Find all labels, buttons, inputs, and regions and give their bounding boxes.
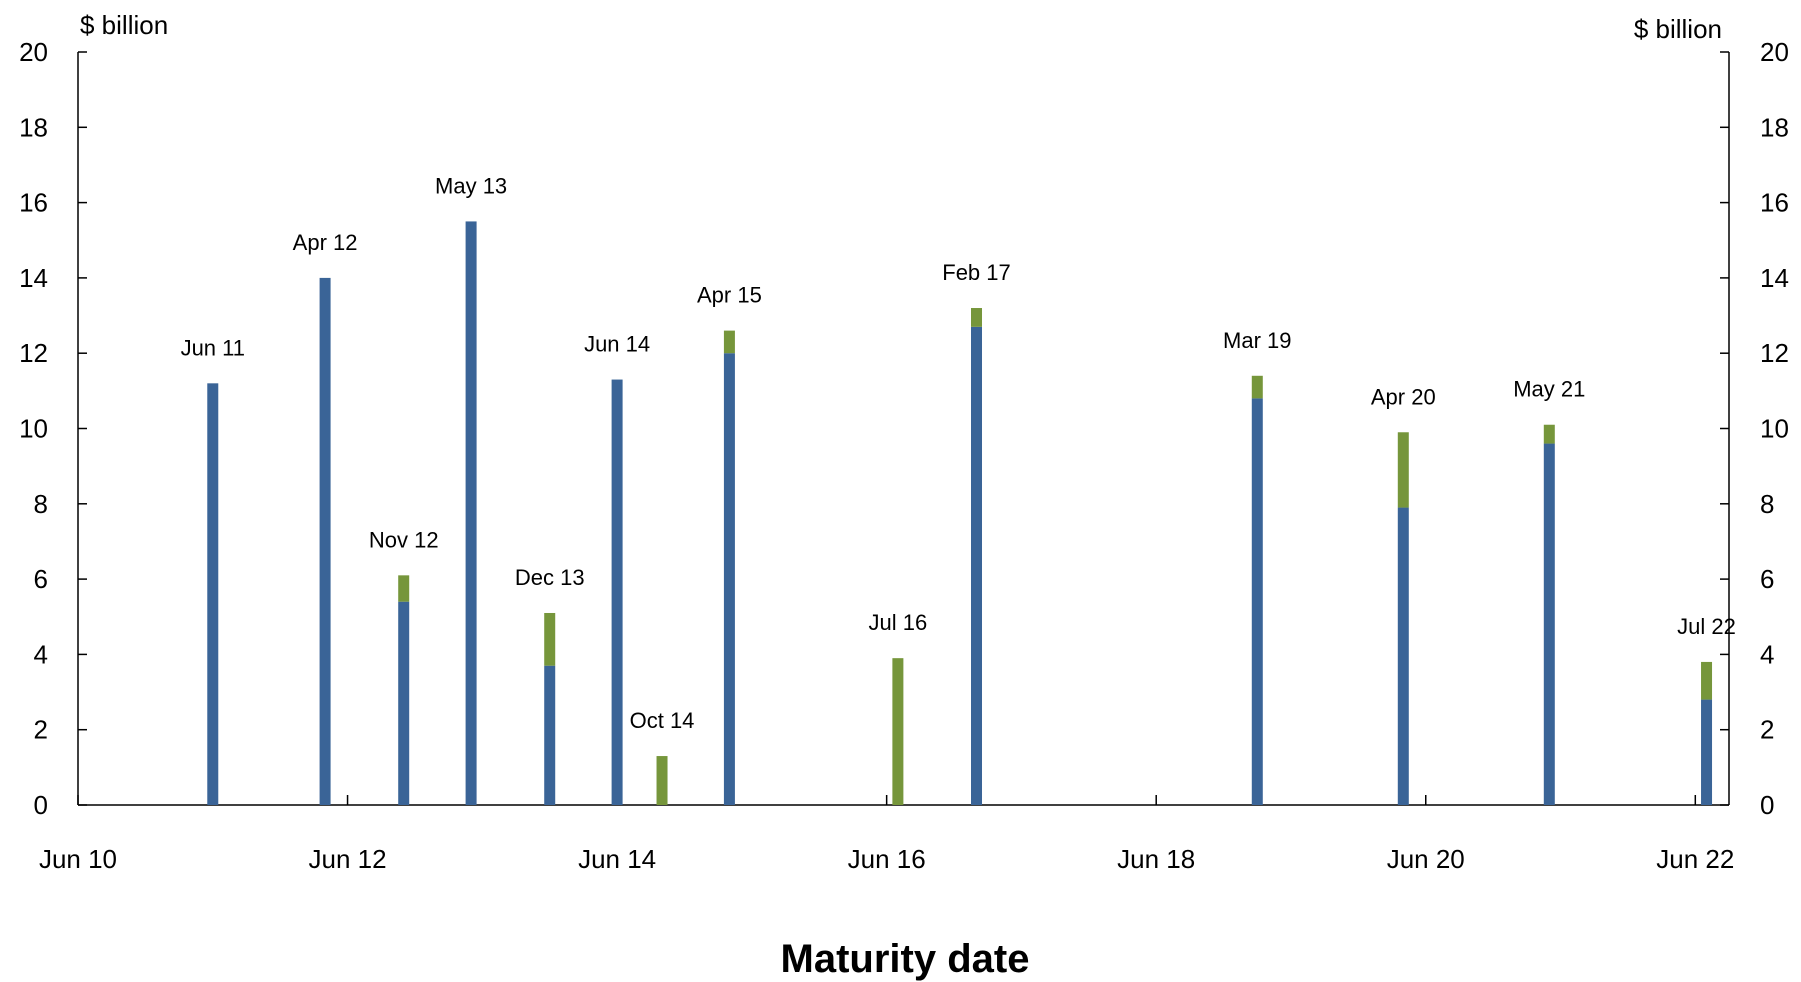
bar-segment-lower — [1251, 398, 1263, 805]
right-y-tick-label: 0 — [1760, 790, 1774, 820]
right-y-tick-label: 14 — [1760, 263, 1789, 293]
bar-segment-lower — [723, 353, 735, 805]
x-tick-label: Jun 16 — [848, 844, 926, 874]
bar-segment-upper — [892, 658, 904, 805]
bar-segment-upper — [1701, 661, 1713, 700]
bar-segment-upper — [1251, 375, 1263, 399]
right-y-tick-label: 6 — [1760, 564, 1774, 594]
bar-segment-lower — [611, 379, 623, 805]
bar-date-label: Feb 17 — [942, 260, 1011, 285]
bar-date-label: Jun 11 — [181, 335, 245, 360]
left-y-tick-label: 0 — [34, 790, 48, 820]
bar-date-label: Jul 16 — [869, 610, 928, 635]
left-y-tick-label: 6 — [34, 564, 48, 594]
bar-segment-lower — [398, 601, 410, 805]
bar-segment-lower — [1701, 699, 1713, 805]
labels-layer: Jun 11 Apr 12 Nov 12 May 13 Dec 13 Jun 14 Oct … — [181, 173, 1736, 733]
bar-segment-upper — [971, 308, 983, 327]
right-y-tick-label: 2 — [1760, 715, 1774, 745]
right-unit-label: $ billion — [1634, 14, 1722, 44]
x-tick-label: Jun 12 — [309, 844, 387, 874]
bar-segment-lower — [1543, 443, 1555, 805]
bar-date-label: Oct 14 — [630, 708, 695, 733]
right-y-tick-label: 16 — [1760, 188, 1789, 218]
bar-date-label: Nov 12 — [369, 527, 439, 552]
x-tick-label: Jun 22 — [1656, 844, 1734, 874]
bar-segment-upper — [1543, 424, 1555, 444]
bar-date-label: Apr 15 — [697, 283, 762, 308]
left-y-tick-label: 8 — [34, 489, 48, 519]
bar-date-label: May 21 — [1513, 377, 1585, 402]
left-y-tick-label: 4 — [34, 639, 48, 669]
bar-segment-upper — [544, 612, 556, 666]
bar-segment-lower — [207, 383, 219, 805]
bar-segment-lower — [971, 326, 983, 805]
right-y-tick-label: 8 — [1760, 489, 1774, 519]
left-y-tick-label: 10 — [19, 414, 48, 444]
bar-date-label: Mar 19 — [1223, 328, 1291, 353]
axes-layer: 0 0 2 2 4 4 6 6 8 8 10 10 12 12 14 14 16 16 18 18 20 20 Jun 10… — [19, 37, 1789, 874]
bar-segment-lower — [544, 665, 556, 805]
right-y-tick-label: 12 — [1760, 338, 1789, 368]
x-tick-label: Jun 20 — [1387, 844, 1465, 874]
left-unit-label: $ billion — [80, 10, 168, 40]
bar-segment-lower — [465, 221, 477, 806]
right-y-tick-label: 10 — [1760, 414, 1789, 444]
bar-date-label: Apr 20 — [1371, 384, 1436, 409]
bar-segment-lower — [319, 277, 331, 805]
left-y-tick-label: 20 — [19, 37, 48, 67]
x-tick-label: Jun 18 — [1117, 844, 1195, 874]
x-axis-title: Maturity date — [781, 937, 1030, 981]
bar-date-label: Jun 14 — [584, 332, 650, 357]
bar-date-label: Apr 12 — [293, 230, 358, 255]
x-tick-label: Jun 10 — [39, 844, 117, 874]
left-y-tick-label: 16 — [19, 188, 48, 218]
right-y-tick-label: 20 — [1760, 37, 1789, 67]
left-y-tick-label: 18 — [19, 112, 48, 142]
bar-segment-upper — [1397, 432, 1409, 508]
left-y-tick-label: 14 — [19, 263, 48, 293]
right-y-tick-label: 4 — [1760, 639, 1774, 669]
bar-segment-upper — [656, 756, 668, 805]
right-y-tick-label: 18 — [1760, 112, 1789, 142]
bar-segment-lower — [1397, 507, 1409, 805]
bars-layer — [207, 221, 1713, 806]
x-tick-label: Jun 14 — [578, 844, 656, 874]
bar-segment-upper — [723, 330, 735, 354]
bar-date-label: Jul 22 — [1677, 614, 1736, 639]
bar-segment-upper — [398, 575, 410, 602]
left-y-tick-label: 12 — [19, 338, 48, 368]
bar-date-label: May 13 — [435, 173, 507, 198]
bar-date-label: Dec 13 — [515, 565, 585, 590]
left-y-tick-label: 2 — [34, 715, 48, 745]
